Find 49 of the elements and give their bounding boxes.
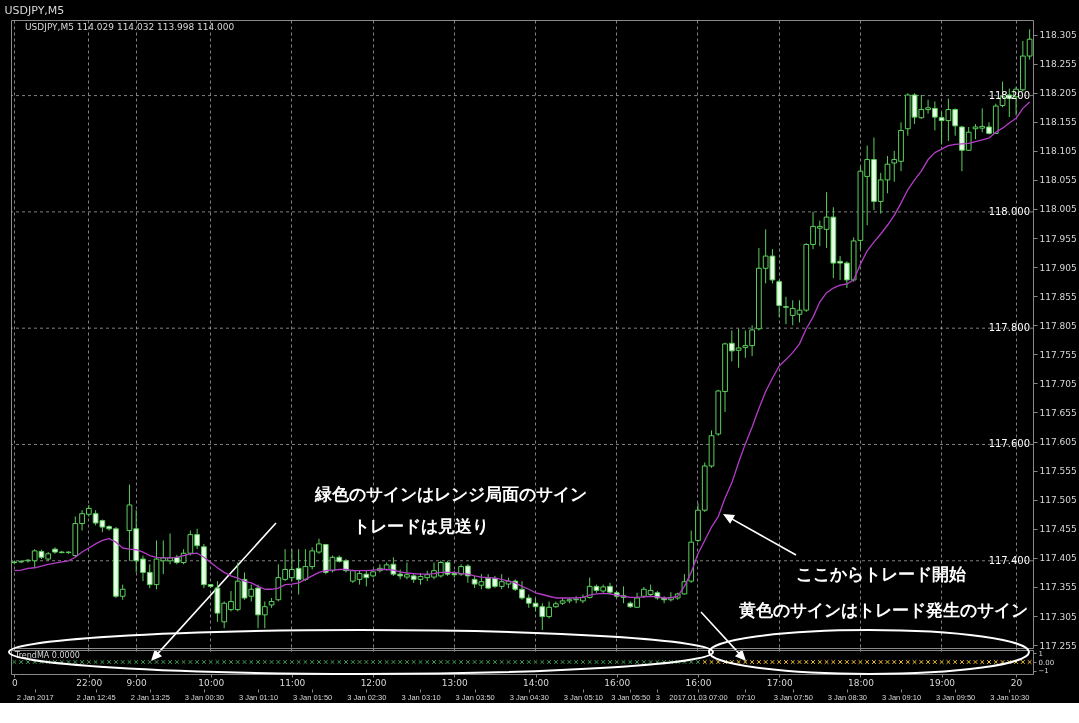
y-tick-label: 118.305 <box>1039 30 1077 41</box>
x-tick-label: 17:00 <box>766 677 793 688</box>
y2-tick-label: 117.600 <box>988 438 1030 450</box>
x-tick-label: 11:00 <box>279 677 306 688</box>
y-tick-label: 117.805 <box>1039 320 1077 331</box>
y-tick-label: 118.205 <box>1039 88 1077 99</box>
y-tick-label: 117.855 <box>1039 291 1077 302</box>
chart-title: TrendMA 0.0000 <box>14 651 80 660</box>
annotation: ここからトレード開始 <box>796 564 967 584</box>
x-tick-label: 9:00 <box>126 677 148 688</box>
x-tick-label: 12:00 <box>360 677 387 688</box>
y-tick-label: 117.255 <box>1039 640 1077 651</box>
y-tick-label: 117.405 <box>1039 553 1077 564</box>
y-tick-label: 117.705 <box>1039 378 1077 389</box>
chart-title: USDJPY,M5 <box>4 3 65 17</box>
y-tick-label: 117.955 <box>1039 233 1077 244</box>
y-tick-label: 117.605 <box>1039 437 1077 448</box>
candlestick <box>776 279 783 318</box>
y-tick-label: 117.455 <box>1039 524 1077 535</box>
y2-tick-label: 117.800 <box>988 322 1030 334</box>
y-tick-label: 117.505 <box>1039 495 1077 506</box>
y-tick-label: 117.755 <box>1039 349 1077 360</box>
x-tick-label: 14:00 <box>523 677 550 688</box>
x-tick-label: 10:00 <box>198 677 225 688</box>
y-tick-label: 118.055 <box>1039 175 1077 186</box>
candlestick <box>783 296 789 325</box>
chart-subtitle: USDJPY,M5 114.029 114.032 113.998 114.000 <box>25 22 235 32</box>
x-tick-label: 22:00 <box>76 677 103 688</box>
y2-tick-label: 117.400 <box>988 554 1030 566</box>
x-tick-label: 13:00 <box>441 677 469 688</box>
x-tick-label: 16:00 <box>685 677 712 688</box>
x-tick-label: 18:00 <box>847 677 875 688</box>
y-tick-label: 117.555 <box>1039 466 1077 477</box>
y-tick-label: 118.105 <box>1039 146 1077 157</box>
annotation: 緑色のサインはレンジ局面のサイン <box>314 484 587 504</box>
y-tick-label: 118.005 <box>1039 204 1077 215</box>
x-tick-label: 20 <box>1010 677 1023 688</box>
annotation: 黄色のサインはトレード発生のサイン <box>737 600 1028 620</box>
y-tick-label: 118.255 <box>1039 59 1077 70</box>
annotation: トレードは見送り <box>353 516 489 536</box>
y2-tick-label: 118.000 <box>988 205 1030 217</box>
x-tick-label: 0 <box>12 677 19 688</box>
y-tick-label: 118.155 <box>1039 117 1077 128</box>
x-tick-label: 19:00 <box>929 677 956 688</box>
y-tick-label: 117.905 <box>1039 262 1077 273</box>
x-tick-label: 16:00 <box>604 677 631 688</box>
y-tick-label: 117.355 <box>1039 582 1077 593</box>
y-tick-label: 117.655 <box>1039 408 1077 418</box>
y-tick-label: 117.305 <box>1039 611 1077 622</box>
